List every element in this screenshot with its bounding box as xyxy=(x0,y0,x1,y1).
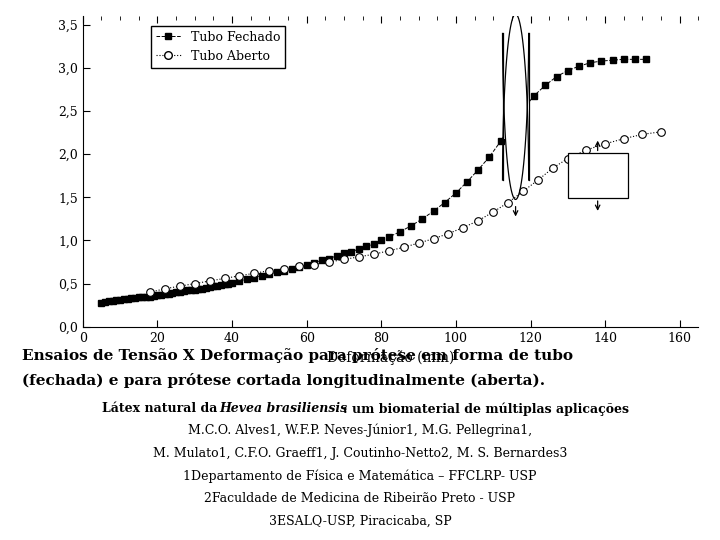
X-axis label: Deformação (mm): Deformação (mm) xyxy=(327,350,454,365)
Text: Hevea brasiliensis: Hevea brasiliensis xyxy=(219,402,347,415)
Text: 3ESALQ-USP, Piracicaba, SP: 3ESALQ-USP, Piracicaba, SP xyxy=(269,515,451,528)
Text: M. Mulato1, C.F.O. Graeff1, J. Coutinho-Netto2, M. S. Bernardes3: M. Mulato1, C.F.O. Graeff1, J. Coutinho-… xyxy=(153,447,567,460)
Bar xyxy=(503,75,528,139)
Text: Látex natural da: Látex natural da xyxy=(102,402,222,415)
Text: 2Faculdade de Medicina de Ribeirão Preto - USP: 2Faculdade de Medicina de Ribeirão Preto… xyxy=(204,492,516,505)
Text: : um biomaterial de múltiplas aplicações: : um biomaterial de múltiplas aplicações xyxy=(343,402,629,416)
Text: 1Departamento de Física e Matemática – FFCLRP- USP: 1Departamento de Física e Matemática – F… xyxy=(184,469,536,483)
Text: M.C.O. Alves1, W.F.P. Neves-Júnior1, M.G. Pellegrina1,: M.C.O. Alves1, W.F.P. Neves-Júnior1, M.G… xyxy=(188,424,532,437)
Text: Ensaios de Tensão X Deformação para prótese em forma de tubo: Ensaios de Tensão X Deformação para prót… xyxy=(22,348,572,363)
Legend: Tubo Fechado, Tubo Aberto: Tubo Fechado, Tubo Aberto xyxy=(150,25,285,68)
Text: (fechada) e para prótese cortada longitudinalmente (aberta).: (fechada) e para prótese cortada longitu… xyxy=(22,373,545,388)
Bar xyxy=(568,153,628,198)
